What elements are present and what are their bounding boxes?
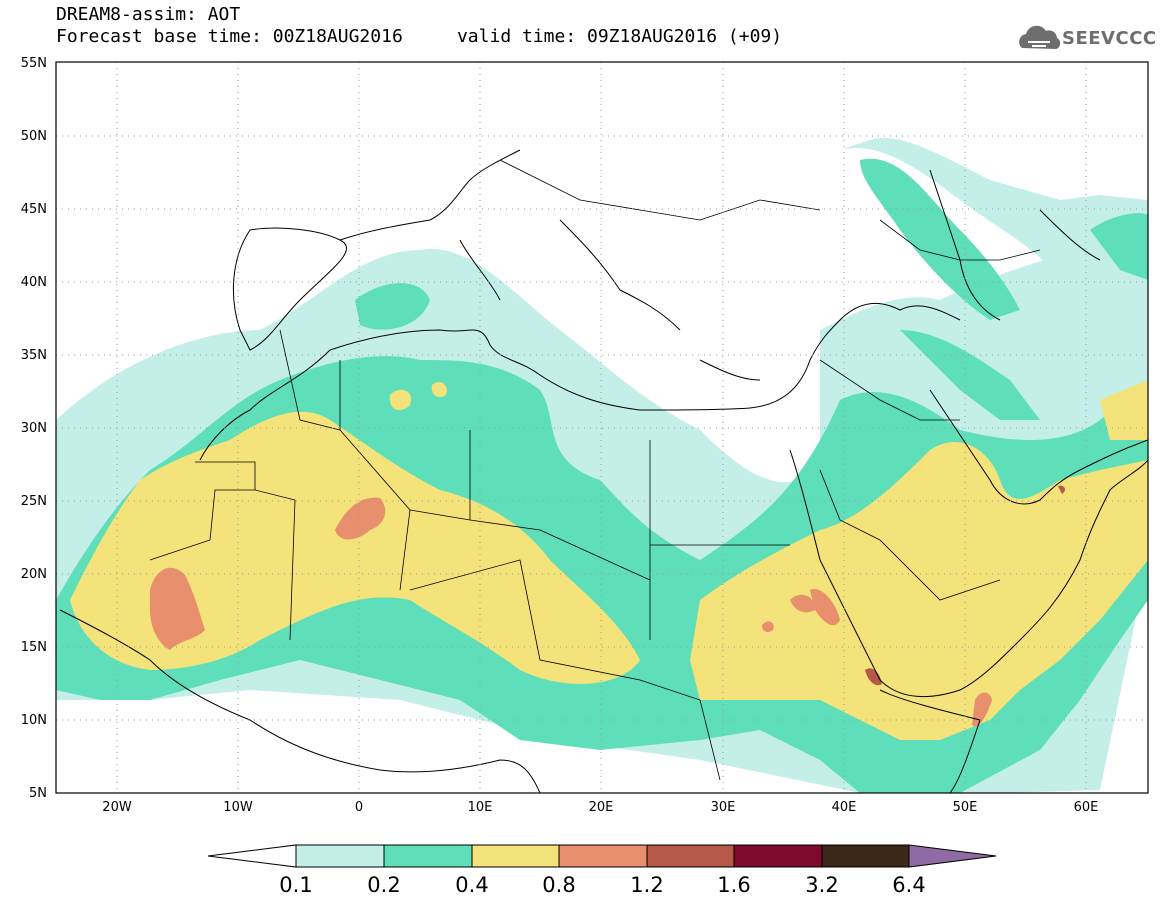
lat-label: 50N [21,129,47,144]
colorbar-segment [821,844,910,868]
colorbar-segment [558,844,648,868]
colorbar-segment [295,844,385,868]
lat-label: 25N [21,494,47,509]
lat-label: 55N [21,56,47,71]
lon-label: 40E [832,800,857,815]
aot-level-orange [150,497,992,727]
lon-label: 20E [589,800,614,815]
lat-label: 40N [21,275,47,290]
colorbar-label: 0.4 [455,873,488,897]
graticule [56,62,1148,793]
lon-label: 0 [355,800,363,815]
country-borders [149,159,1041,781]
lon-axis: 20W 10W 0 10E 20E 30E 40E 50E 60E [102,800,1098,815]
colorbar-label: 1.2 [630,873,663,897]
lat-label: 5N [29,786,47,801]
lon-label: 10W [223,800,253,815]
lon-label: 30E [711,800,736,815]
map-frame [55,61,1149,794]
map-title-line1: DREAM8-assim: AOT [56,4,241,25]
map-title-line2: Forecast base time: 00Z18AUG2016 valid t… [56,26,783,47]
lat-label: 20N [21,567,47,582]
lat-label: 30N [21,421,47,436]
lon-label: 20W [102,800,132,815]
colorbar-segment [471,844,560,868]
colorbar-label: 3.2 [805,873,838,897]
coastlines [59,149,1148,793]
lat-label: 10N [21,713,47,728]
lon-label: 60E [1074,800,1099,815]
cloud-logo-icon [1019,25,1061,49]
logo-text: SEEVCCC [1062,28,1157,49]
lat-axis: 55N 50N 45N 40N 35N 30N 25N 20N 15N 10N … [21,56,47,801]
colorbar-segment [383,844,473,868]
aot-level-yellow [70,380,1148,740]
colorbar-segment [733,844,823,868]
colorbar-label: 1.6 [717,873,750,897]
colorbar-label: 6.4 [892,873,925,897]
colorbar-over-arrow [908,844,997,868]
lon-label: 50E [953,800,978,815]
aot-level-brown [865,485,1065,686]
lon-label: 10E [468,800,493,815]
colorbar-label: 0.8 [542,873,575,897]
colorbar-segment [646,844,735,868]
colorbar-label: 0.1 [279,873,312,897]
lat-label: 15N [21,640,47,655]
colorbar: 0.1 0.2 0.4 0.8 1.2 1.6 3.2 6.4 [207,844,997,897]
colorbar-label: 0.2 [367,873,400,897]
colorbar-under-arrow [207,844,297,868]
lat-label: 45N [21,202,47,217]
aot-contours [56,62,1148,793]
lat-label: 35N [21,348,47,363]
